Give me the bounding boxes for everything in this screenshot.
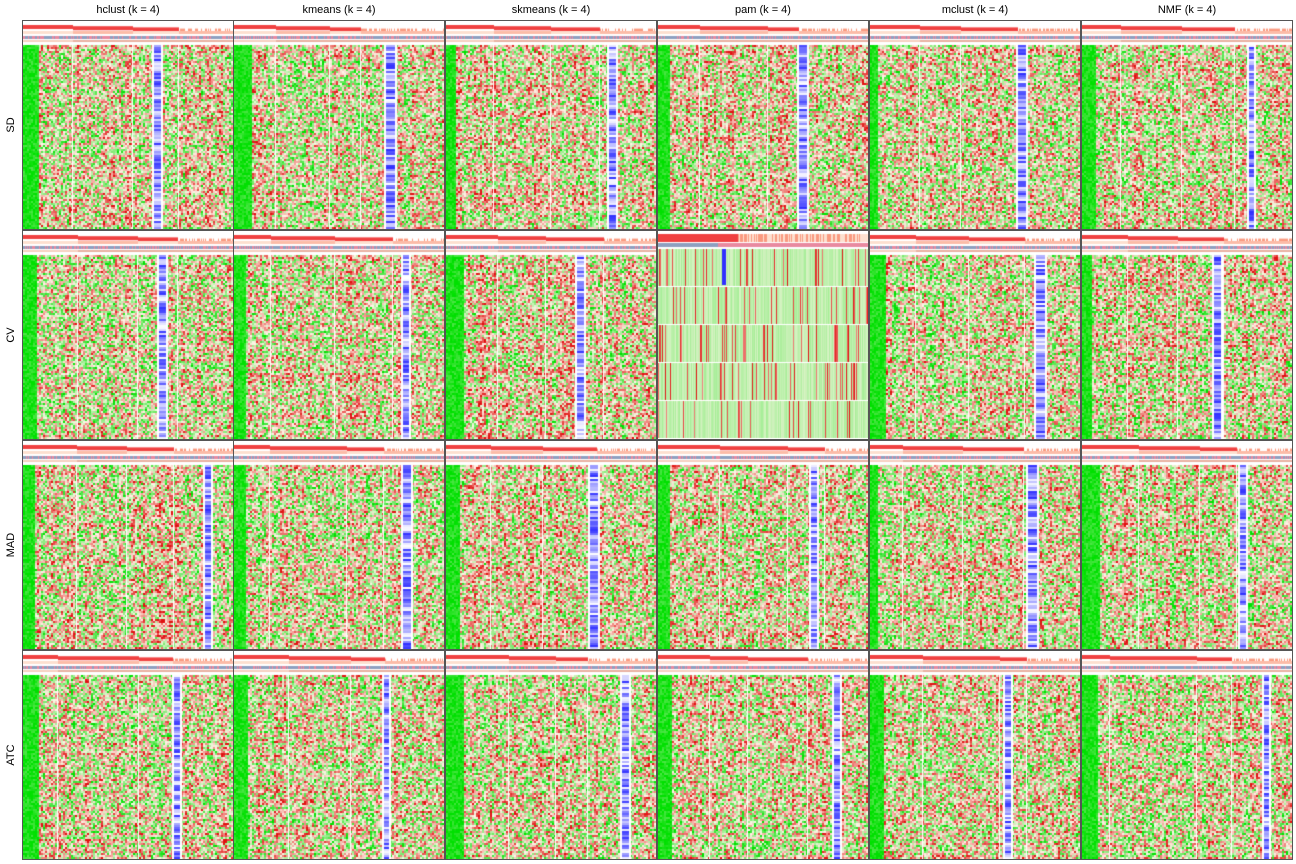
heatmap-canvas [870, 651, 1080, 859]
row-label: ATC [0, 650, 22, 860]
column-title: pam (k = 4) [735, 4, 791, 16]
heatmap-canvas [234, 651, 444, 859]
column-title: kmeans (k = 4) [302, 4, 376, 16]
row-label: CV [0, 230, 22, 440]
heatmap-canvas [23, 651, 233, 859]
row-label: SD [0, 20, 22, 230]
column-title: NMF (k = 4) [1157, 4, 1217, 16]
heatmap-panel [657, 650, 869, 860]
column-title: skmeans (k = 4) [511, 4, 591, 16]
heatmap-panel [445, 20, 657, 230]
heatmap-canvas [23, 231, 233, 439]
row-label-text: MAD [5, 532, 17, 558]
row-label: MAD [0, 440, 22, 650]
heatmap-panel [22, 20, 234, 230]
heatmap-canvas [234, 21, 444, 229]
heatmap-canvas [446, 231, 656, 439]
heatmap-panel [869, 440, 1081, 650]
heatmap-panel [1081, 20, 1293, 230]
heatmap-panel [657, 20, 869, 230]
heatmap-panel [657, 230, 869, 440]
heatmap-panel [869, 650, 1081, 860]
heatmap-panel [233, 20, 445, 230]
heatmap-canvas [1082, 441, 1292, 649]
heatmap-canvas [658, 21, 868, 229]
heatmap-canvas [1082, 21, 1292, 229]
heatmap-canvas [1082, 651, 1292, 859]
heatmap-panel [445, 650, 657, 860]
heatmap-canvas [658, 441, 868, 649]
heatmap-panel [22, 650, 234, 860]
heatmap-panel [233, 230, 445, 440]
heatmap-canvas [870, 21, 1080, 229]
row-label-text: CV [5, 327, 17, 343]
heatmap-panel [445, 440, 657, 650]
heatmap-panel [22, 440, 234, 650]
column-title: mclust (k = 4) [941, 4, 1009, 16]
heatmap-canvas [446, 651, 656, 859]
heatmap-panel [869, 230, 1081, 440]
heatmap-canvas [870, 441, 1080, 649]
heatmap-panel [1081, 440, 1293, 650]
heatmap-canvas [446, 441, 656, 649]
heatmap-panel [657, 440, 869, 650]
column-title: hclust (k = 4) [96, 4, 160, 16]
heatmap-canvas [658, 231, 868, 439]
heatmap-panel [445, 230, 657, 440]
heatmap-canvas [234, 231, 444, 439]
heatmap-panel [233, 650, 445, 860]
heatmap-canvas [446, 21, 656, 229]
heatmap-panel [1081, 650, 1293, 860]
heatmap-canvas [1082, 231, 1292, 439]
heatmap-panel [233, 440, 445, 650]
heatmap-canvas [658, 651, 868, 859]
heatmap-panel [1081, 230, 1293, 440]
heatmap-panel [869, 20, 1081, 230]
heatmap-canvas [870, 231, 1080, 439]
row-label-text: ATC [5, 744, 17, 766]
heatmap-canvas [234, 441, 444, 649]
heatmap-canvas [23, 441, 233, 649]
heatmap-canvas [23, 21, 233, 229]
heatmap-panel [22, 230, 234, 440]
row-label-text: SD [5, 117, 17, 133]
